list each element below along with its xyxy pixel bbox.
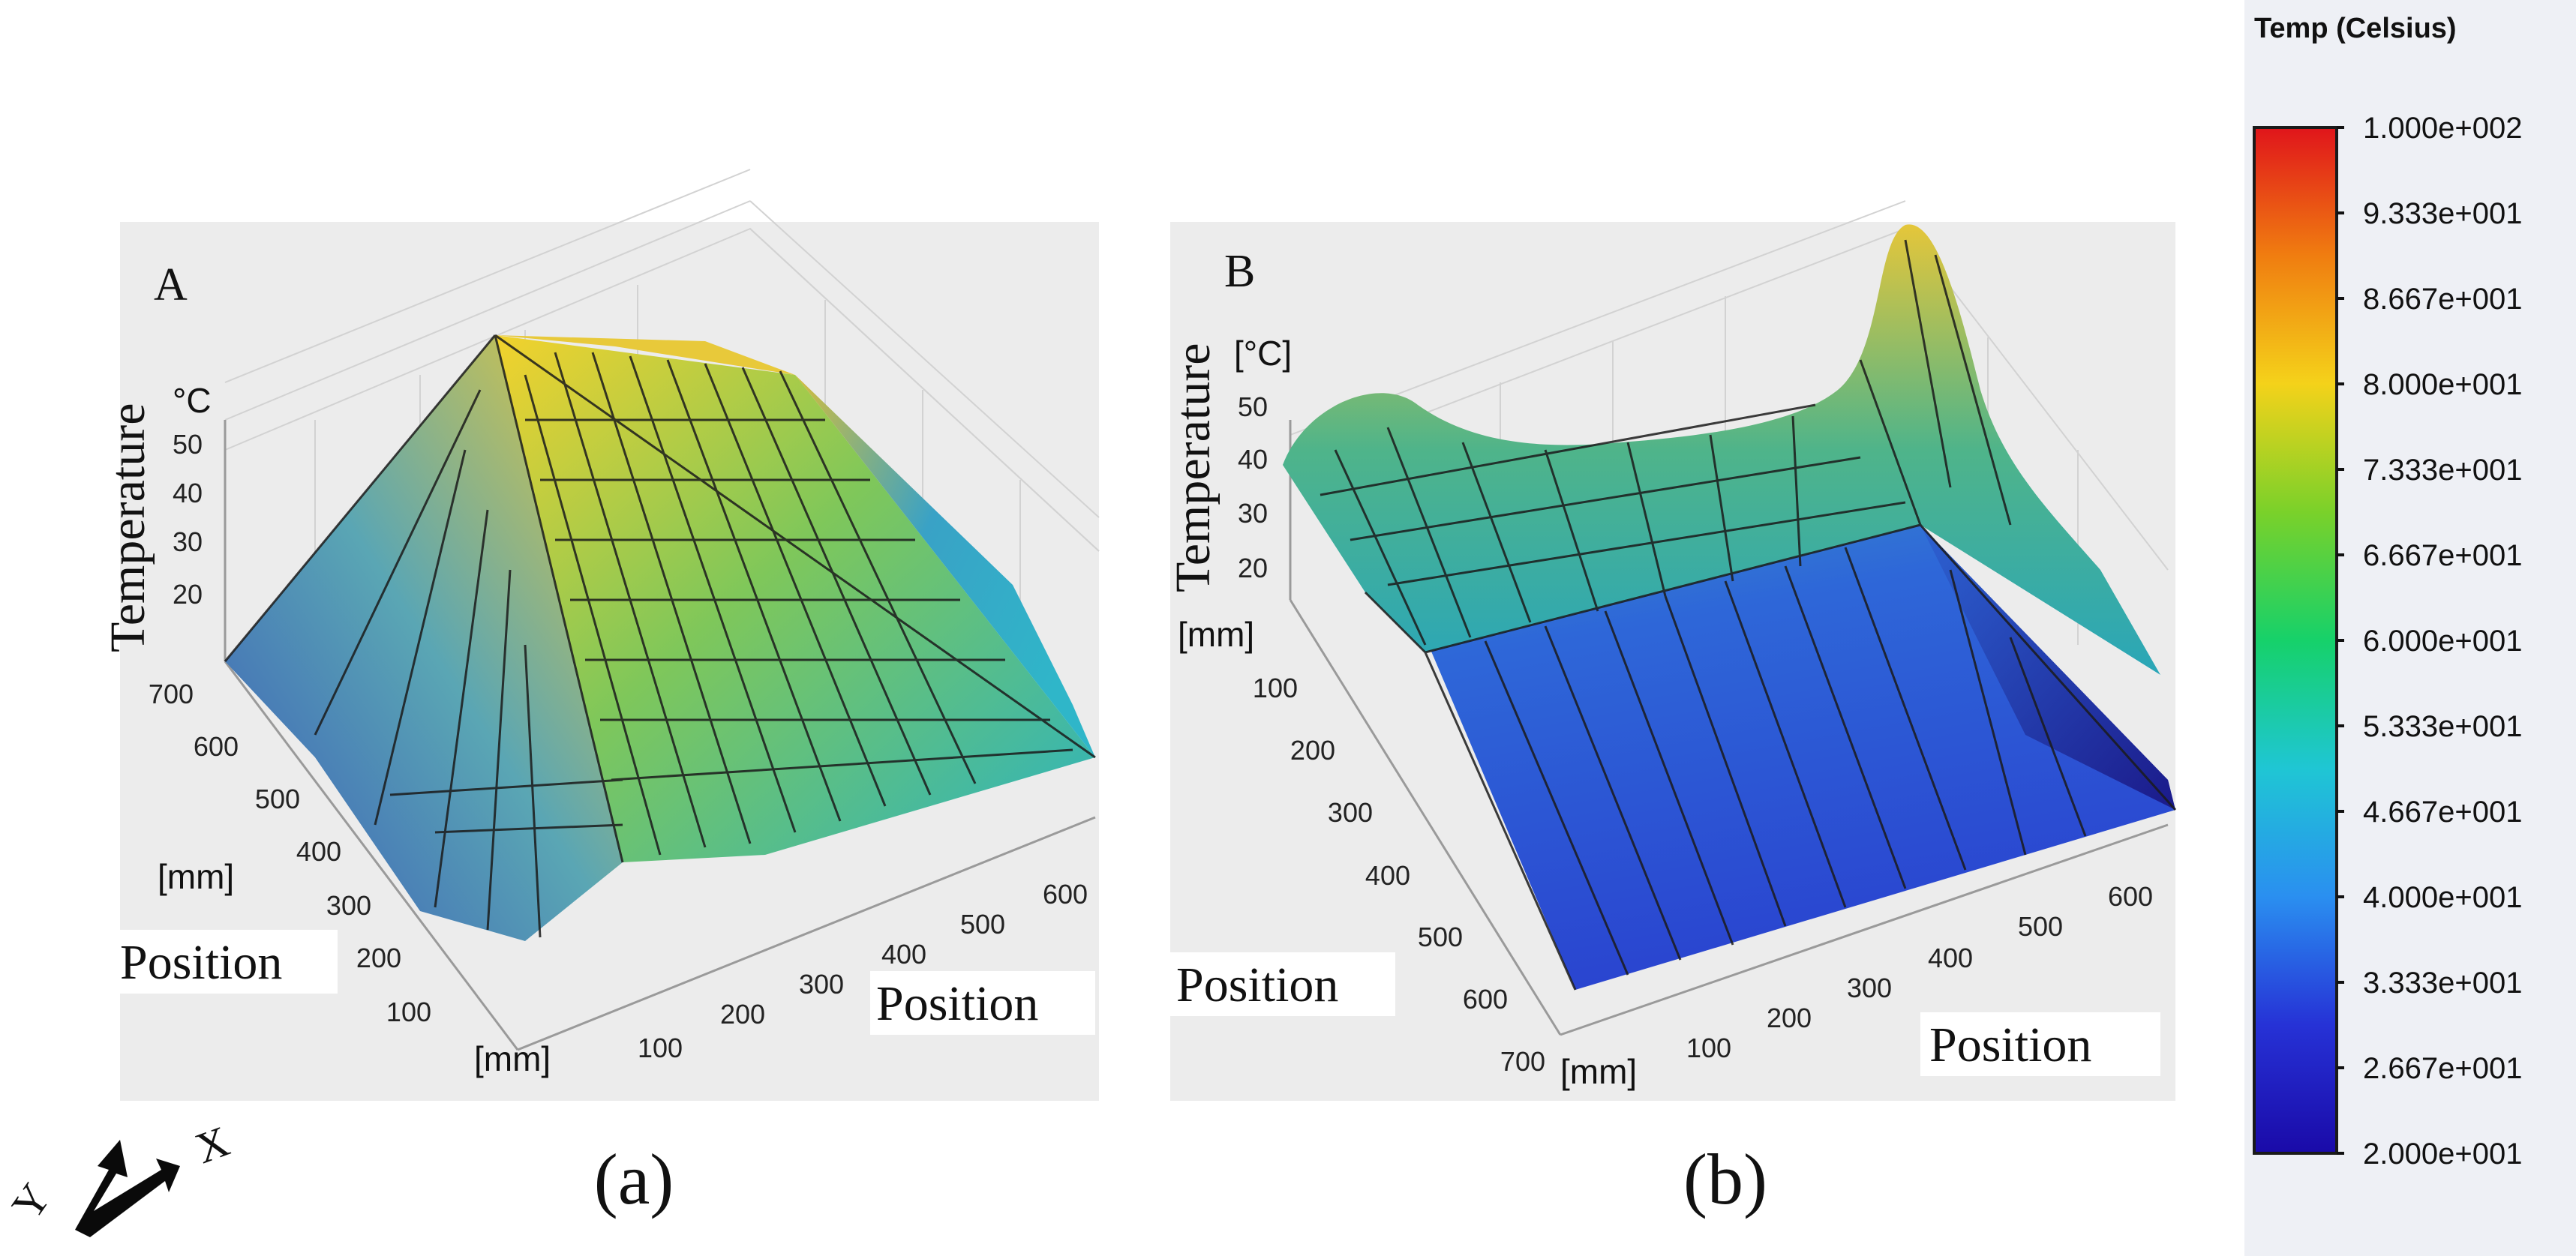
panel-b-mesh [1320,239,2177,991]
colorbar-tick-label: 4.667e+001 [2363,796,2522,829]
panel-a-mesh [224,334,1096,938]
panel-b: 20 30 40 50 100 200 300 400 500 600 700 … [1166,200,2177,1091]
panel-b-x-ticks: 100 200 300 400 500 600 [1686,881,2153,1063]
panel-b-y-tick: 700 [1500,1046,1545,1077]
panel-a-z-label: Temperature [101,403,155,652]
panel-a-y-tick: 400 [296,836,341,867]
panel-a-letter: A [154,259,188,310]
panel-b-surface [1283,224,2175,990]
colorbar-tick-label: 5.333e+001 [2363,710,2522,743]
panel-b-y-tick: 300 [1328,797,1373,828]
panel-b-y-label-bg [1170,952,1395,1016]
panel-b-x-tick: 500 [2018,911,2063,942]
colorbar-ticks: 1.000e+002 9.333e+001 8.667e+001 8.000e+001… [2337,112,2522,1171]
panel-a-z-tick: 20 [173,579,203,610]
colorbar-bar [2253,126,2338,1155]
panel-a-y-tick: 500 [255,784,300,814]
panel-b-x-label: Position [1929,1018,2091,1072]
panel-b-y-label: Position [1176,958,1338,1012]
panel-a-z-unit: °C [173,381,212,420]
panel-a-x-unit: [mm] [474,1039,551,1078]
panel-b-z-label: Temperature [1166,343,1220,592]
panel-b-y-tick: 600 [1463,984,1508,1015]
panel-a-x-tick: 100 [638,1033,683,1063]
panel-a-x-tick: 500 [960,909,1005,940]
colorbar: Temp (Celsius) 1.000e+002 9.333e+001 8.667… [2244,0,2576,1256]
panel-a-y-unit: [mm] [158,857,234,896]
panel-b-z-tick: 30 [1238,498,1268,529]
panel-b-y-unit: [mm] [1178,615,1254,654]
colorbar-tick-label: 4.000e+001 [2363,881,2522,914]
triad-x-label: X [189,1117,236,1173]
colorbar-tick-label: 7.333e+001 [2363,454,2522,487]
panel-a-y-tick: 100 [386,997,431,1027]
colorbar-tick-label: 9.333e+001 [2363,197,2522,230]
triad-y-label: Y [2,1175,60,1229]
panel-b-x-tick: 600 [2108,881,2153,912]
panel-a: 20 30 40 50 100 200 300 400 500 600 700 … [101,169,1100,1078]
coordinate-triad-icon: X Y [2,1117,236,1237]
panel-a-surface [225,335,1095,941]
colorbar-tick-label: 3.333e+001 [2363,967,2522,1000]
colorbar-tick-label: 8.000e+001 [2363,368,2522,401]
panel-a-y-tick: 700 [149,679,194,709]
colorbar-title: Temp (Celsius) [2254,13,2457,44]
panel-b-x-tick: 100 [1686,1033,1731,1063]
colorbar-tick-label: 2.000e+001 [2363,1138,2522,1171]
panel-b-x-tick: 300 [1847,973,1892,1003]
colorbar-tick-label: 2.667e+001 [2363,1052,2522,1085]
panel-a-x-tick: 300 [799,969,844,1000]
panel-b-x-unit: [mm] [1560,1052,1637,1091]
panel-a-y-tick: 600 [194,731,239,762]
panel-b-x-tick: 400 [1928,943,1973,973]
panel-a-face-left [225,335,623,941]
panel-b-y-tick: 400 [1365,860,1410,891]
panel-a-x-label: Position [876,976,1038,1031]
panel-a-x-tick: 600 [1043,879,1088,910]
panel-a-y-ticks: 100 200 300 400 500 600 700 [149,679,431,1027]
colorbar-tick-label: 8.667e+001 [2363,283,2522,316]
panel-a-z-tick: 40 [173,478,203,508]
panel-b-y-tick: 200 [1290,735,1335,766]
panel-b-z-unit: [°C] [1234,334,1292,373]
panel-b-x-label-bg [1920,1012,2160,1076]
panel-b-z-tick: 50 [1238,391,1268,422]
panel-a-x-tick: 400 [881,939,926,970]
panel-a-y-tick: 300 [326,890,371,921]
colorbar-tick-label: 6.667e+001 [2363,539,2522,572]
panel-b-y-ticks: 100 200 300 400 500 600 700 [1253,673,1545,1077]
panel-a-y-tick: 200 [356,943,401,973]
panel-a-x-ticks: 100 200 300 400 500 600 [638,879,1088,1063]
panel-a-face-back [495,335,795,375]
caption-a: (a) [594,1139,674,1219]
panel-b-y-tick: 500 [1418,922,1463,952]
panel-b-letter: B [1224,246,1255,297]
panel-b-z-tick: 40 [1238,444,1268,475]
panel-a-z-tick: 50 [173,429,203,460]
panel-a-axes [224,420,1096,1051]
panel-b-z-tick: 20 [1238,553,1268,583]
panel-a-y-label-bg [120,930,338,994]
panel-b-y-tick: 100 [1253,673,1298,703]
panel-b-face-back [1283,224,2160,675]
panel-a-face-right [795,375,1095,757]
panel-a-y-label: Position [120,935,282,990]
panel-a-x-tick: 200 [720,999,765,1030]
panel-a-z-ticks: 20 30 40 50 [173,429,203,610]
panel-a-x-label-bg [870,971,1095,1035]
colorbar-tick-label: 1.000e+002 [2363,112,2522,145]
panel-b-z-ticks: 20 30 40 50 [1238,391,1268,583]
colorbar-tick-label: 6.000e+001 [2363,625,2522,658]
panel-a-z-tick: 30 [173,526,203,557]
caption-b: (b) [1683,1139,1767,1219]
panel-b-x-tick: 200 [1767,1003,1812,1033]
